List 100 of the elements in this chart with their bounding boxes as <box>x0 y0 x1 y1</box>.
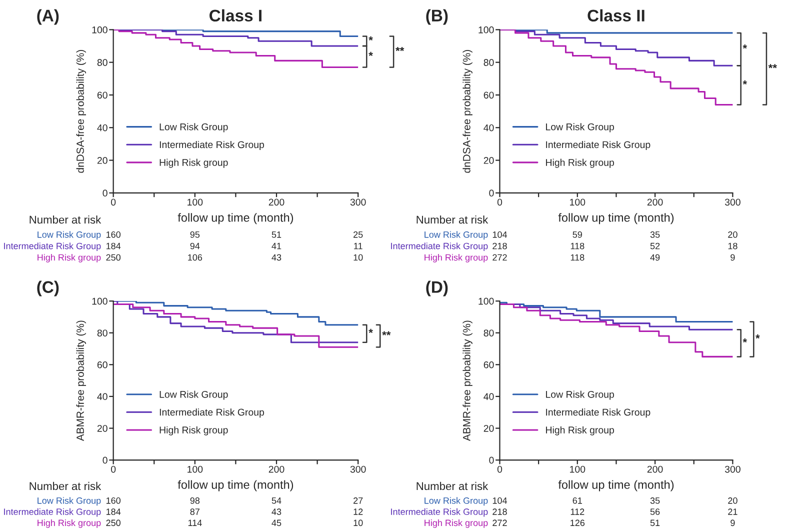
y-tick-label: 60 <box>484 92 494 99</box>
text: 21 <box>728 508 738 515</box>
text: ** <box>396 46 404 52</box>
text: 41 <box>272 242 282 250</box>
text: 104 <box>492 497 508 504</box>
y-tick-label: 20 <box>97 424 108 432</box>
text: Intermediate Risk Group <box>4 508 101 517</box>
text: (B) <box>426 9 448 25</box>
legend-label: High Risk group <box>160 426 228 436</box>
x-axis-title: follow up time (month) <box>178 213 294 224</box>
text: 51 <box>272 231 282 238</box>
y-tick-label: 100 <box>92 26 108 34</box>
legend-label: High Risk group <box>546 426 614 436</box>
text: (C) <box>37 280 59 296</box>
y-tick-label: 40 <box>97 124 108 132</box>
text: * <box>368 36 373 40</box>
text: 52 <box>650 242 660 250</box>
legend-label: Low Risk Group <box>546 390 614 400</box>
text: 10 <box>354 254 363 261</box>
text: 112 <box>570 508 584 515</box>
text: * <box>368 52 373 56</box>
text: 12 <box>354 508 363 515</box>
y-tick-label: 80 <box>484 59 494 66</box>
text: Low Risk Group <box>38 497 101 506</box>
text: 61 <box>572 497 582 504</box>
text: 106 <box>188 254 202 261</box>
text: (D) <box>426 280 448 296</box>
text: 95 <box>190 231 200 238</box>
text: (A) <box>37 9 59 25</box>
text: 9 <box>730 254 735 261</box>
text: Number at risk <box>416 482 488 490</box>
text: High Risk group <box>424 254 488 262</box>
y-tick-label: 40 <box>484 124 494 132</box>
x-tick-label: 300 <box>350 198 366 206</box>
x-tick-label: 200 <box>647 198 663 206</box>
text: ** <box>768 64 777 68</box>
text: Low Risk Group <box>424 231 488 240</box>
y-tick-label: 80 <box>484 330 494 336</box>
legend-label: Intermediate Risk Group <box>546 408 650 418</box>
text: 98 <box>190 497 200 504</box>
text: 94 <box>190 242 200 250</box>
text: * <box>742 338 748 343</box>
text: 27 <box>354 497 363 504</box>
text: * <box>742 80 748 85</box>
y-tick-label: 0 <box>489 190 494 197</box>
legend-label: High Risk group <box>160 158 228 168</box>
text: 11 <box>354 242 362 250</box>
text: Number at risk <box>30 215 102 224</box>
text: 51 <box>650 520 660 526</box>
text: Low Risk Group <box>424 497 488 506</box>
text: 18 <box>728 242 738 250</box>
chart-title: Class II <box>588 9 644 22</box>
text: 87 <box>190 508 200 515</box>
text: 54 <box>272 498 282 504</box>
text: 250 <box>106 254 121 261</box>
text: ** <box>382 331 391 336</box>
text: High Risk group <box>38 254 101 262</box>
y-tick-label: 100 <box>478 26 494 34</box>
x-tick-label: 300 <box>724 466 740 473</box>
text: High Risk group <box>38 519 101 528</box>
y-tick-label: 100 <box>92 298 108 305</box>
text: * <box>742 44 748 49</box>
y-axis-title: ABMR-free probability (%) <box>76 320 86 442</box>
text: 20 <box>728 497 738 504</box>
x-axis-title: follow up time (month) <box>178 480 294 492</box>
text: 43 <box>272 254 282 261</box>
x-tick-label: 100 <box>570 198 586 206</box>
text: 25 <box>354 231 363 238</box>
text: 272 <box>492 254 507 261</box>
text: Number at risk <box>416 215 488 224</box>
x-tick-label: 0 <box>497 198 502 206</box>
y-tick-label: 0 <box>102 190 108 197</box>
y-tick-label: 60 <box>484 361 494 368</box>
text: * <box>756 334 760 339</box>
text: High Risk group <box>424 519 488 528</box>
text: 118 <box>570 242 584 250</box>
y-tick-label: 60 <box>97 92 108 99</box>
x-axis-title: follow up time (month) <box>558 213 674 224</box>
y-tick-label: 80 <box>97 330 108 336</box>
y-tick-label: 40 <box>97 393 108 400</box>
y-tick-label: 0 <box>102 456 108 464</box>
chart-title: Class I <box>210 9 262 22</box>
text: 160 <box>106 231 121 238</box>
x-tick-label: 200 <box>268 466 284 473</box>
text: 59 <box>572 231 582 238</box>
text: 250 <box>106 520 121 526</box>
y-tick-label: 20 <box>97 157 108 164</box>
y-axis-title: dnDSA-free probability (%) <box>76 50 86 173</box>
text: 43 <box>272 508 282 515</box>
text: 20 <box>728 231 738 238</box>
y-tick-label: 80 <box>97 59 108 66</box>
text: 45 <box>272 520 282 526</box>
x-tick-label: 300 <box>724 198 740 206</box>
x-tick-label: 300 <box>350 466 366 473</box>
y-tick-label: 20 <box>484 157 494 164</box>
x-tick-label: 0 <box>111 466 116 473</box>
text: 35 <box>650 231 660 238</box>
text: 218 <box>492 242 507 250</box>
text: 160 <box>106 497 121 504</box>
text: Number at risk <box>30 482 102 490</box>
